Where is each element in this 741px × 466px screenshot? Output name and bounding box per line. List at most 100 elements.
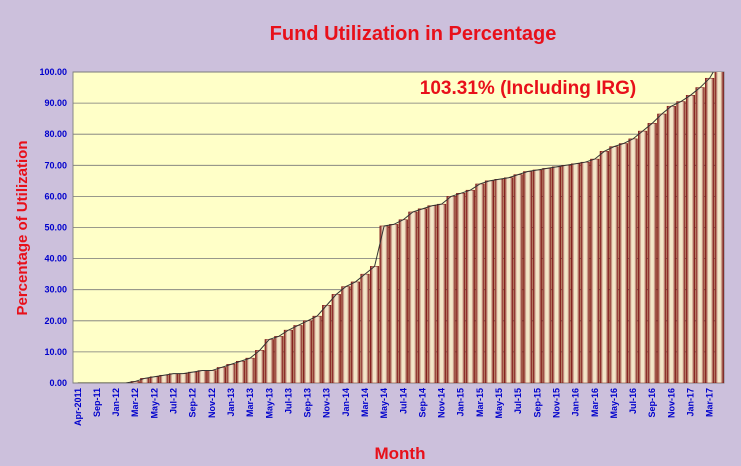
y-axis-label: Percentage of Utilization [14, 140, 31, 315]
x-tick-label: Sep-14 [417, 388, 427, 418]
bar [302, 320, 313, 383]
bar [714, 72, 724, 383]
bar [312, 315, 322, 383]
x-tick-label: Sep-16 [647, 388, 657, 418]
y-tick-label: 10.00 [44, 347, 67, 357]
x-tick-label: Sep-11 [92, 388, 102, 417]
x-tick-label: Mar-13 [245, 388, 255, 417]
bar [638, 130, 648, 383]
x-tick-label: Jul-16 [628, 388, 638, 414]
x-axis-label: Month [375, 444, 426, 463]
bar [676, 101, 686, 383]
bar [389, 224, 399, 383]
bar [618, 143, 629, 383]
bar [350, 281, 360, 383]
x-tick-label: May-12 [149, 388, 159, 419]
bar [437, 203, 447, 383]
bar [475, 183, 485, 383]
y-tick-label: 90.00 [44, 98, 67, 108]
bar [341, 286, 351, 383]
bar [551, 166, 562, 383]
x-tick-label: May-14 [379, 388, 389, 419]
y-tick-label: 50.00 [44, 223, 67, 233]
x-tick-label: May-13 [264, 388, 274, 419]
bar [226, 364, 236, 383]
bar [456, 193, 466, 383]
y-tick-label: 60.00 [44, 191, 67, 201]
x-tick-label: Jan-13 [226, 388, 236, 417]
bar [331, 294, 341, 383]
bar [484, 180, 495, 383]
chart-title: Fund Utilization in Percentage [270, 23, 557, 45]
y-tick-label: 40.00 [44, 254, 67, 264]
x-tick-label: Mar-14 [360, 388, 370, 417]
bar [571, 163, 581, 383]
bar [216, 367, 226, 383]
bar [245, 357, 255, 383]
x-tick-label: Apr-2011 [73, 388, 83, 426]
bar [446, 196, 456, 383]
x-tick-label: Mar-15 [475, 388, 485, 417]
bar [360, 273, 370, 383]
x-tick-label: Nov-14 [437, 388, 447, 418]
bar [264, 339, 274, 383]
x-tick-label: Jul-15 [513, 388, 523, 414]
y-tick-label: 0.00 [49, 378, 67, 388]
x-tick-label: Jan-17 [685, 388, 695, 417]
bar [494, 179, 504, 383]
x-tick-label: Nov-16 [666, 388, 676, 418]
bar [599, 151, 609, 383]
bar [398, 219, 408, 383]
bar [504, 177, 514, 383]
bar [274, 336, 284, 383]
bar [235, 360, 246, 383]
bar [666, 105, 676, 383]
bar [542, 168, 552, 383]
x-tick-label: Sep-12 [188, 388, 198, 418]
x-tick-label: Jan-12 [111, 388, 121, 417]
bar [408, 211, 418, 383]
x-tick-label: Mar-12 [130, 388, 140, 417]
x-tick-label: Sep-13 [303, 388, 313, 418]
bar [580, 161, 590, 383]
bar [532, 169, 542, 383]
annotation: 103.31% (Including IRG) [420, 78, 636, 99]
bar [695, 87, 705, 383]
bar [293, 325, 303, 383]
bar [283, 329, 293, 383]
bar [417, 208, 427, 383]
bar [197, 370, 207, 383]
bar [188, 371, 198, 383]
x-tick-label: Jul-14 [398, 388, 408, 414]
x-tick-label: Sep-15 [532, 388, 542, 418]
y-tick-label: 20.00 [44, 316, 67, 326]
top-line [77, 72, 714, 383]
bar [370, 266, 380, 383]
bar [465, 189, 475, 383]
bar [685, 95, 696, 383]
bar [628, 138, 638, 383]
bar [513, 174, 523, 383]
bar [609, 146, 619, 383]
y-tick-label: 100.00 [39, 67, 67, 77]
bar [178, 373, 188, 383]
bars [77, 72, 724, 383]
x-tick-label: Jul-12 [169, 388, 179, 414]
x-tick-label: Jan-15 [456, 388, 466, 417]
bar [168, 373, 179, 383]
bar [590, 158, 600, 383]
x-tick-label: Nov-12 [207, 388, 217, 418]
x-tick-label: Nov-13 [322, 388, 332, 418]
x-tick-label: Mar-16 [590, 388, 600, 417]
bar [705, 77, 715, 383]
x-tick-label: Jan-14 [341, 388, 351, 417]
bar [561, 165, 571, 383]
bar [427, 205, 437, 383]
bar [322, 305, 332, 383]
x-tick-label: Nov-15 [551, 388, 561, 418]
bar [647, 123, 657, 383]
y-tick-label: 30.00 [44, 285, 67, 295]
x-tick-label: Mar-17 [705, 388, 715, 417]
x-tick-label: Jul-13 [283, 388, 293, 414]
